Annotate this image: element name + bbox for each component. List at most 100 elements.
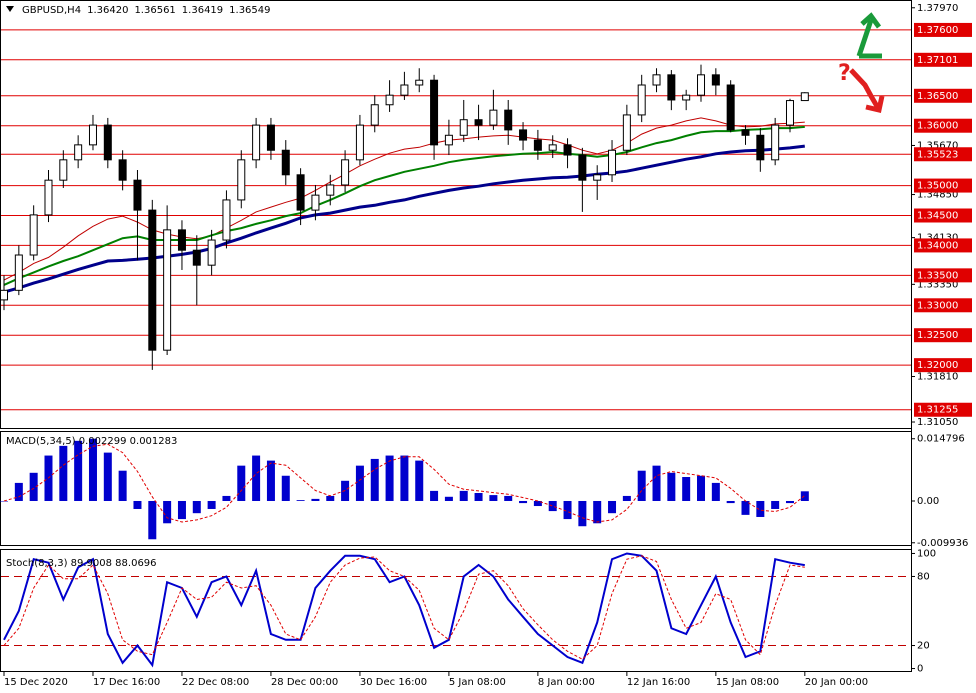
macd-bar bbox=[711, 482, 720, 501]
candle-body bbox=[519, 129, 528, 141]
y-tick-label: 1.31810 bbox=[917, 372, 958, 383]
macd-bar bbox=[697, 475, 706, 501]
candle-body bbox=[785, 100, 794, 126]
candle-body bbox=[608, 149, 617, 176]
candle-body bbox=[800, 92, 809, 102]
x-tick-label: 22 Dec 08:00 bbox=[182, 677, 249, 688]
macd-bar bbox=[103, 452, 112, 501]
macd-bar bbox=[756, 500, 765, 517]
down-arrow-head bbox=[865, 95, 885, 114]
candle-body bbox=[29, 214, 38, 256]
macd-bar bbox=[133, 500, 142, 509]
y-tick-label: 1.33350 bbox=[917, 279, 958, 290]
macd-title: MACD(5,34,5) 0.002299 0.001283 bbox=[6, 436, 177, 447]
ohlc-close: 1.36549 bbox=[229, 5, 270, 16]
down-arrow-shaft bbox=[849, 68, 881, 110]
candle-body bbox=[222, 199, 231, 241]
candle-body bbox=[74, 144, 83, 161]
ohlc-high: 1.36561 bbox=[134, 5, 175, 16]
macd-bar bbox=[252, 455, 261, 501]
ohlc-open: 1.36420 bbox=[87, 5, 128, 16]
macd-bar bbox=[74, 440, 83, 501]
macd-bar bbox=[222, 495, 231, 501]
macd-bar bbox=[800, 491, 809, 501]
candle-body bbox=[697, 74, 706, 96]
macd-bar bbox=[563, 500, 572, 520]
macd-bar bbox=[266, 460, 275, 501]
macd-bar bbox=[14, 482, 23, 501]
candle-body bbox=[385, 94, 394, 106]
macd-bar bbox=[148, 500, 157, 540]
level-label: 1.33500 bbox=[917, 270, 958, 281]
candle-body bbox=[415, 79, 424, 86]
plot-layer: 1.37970 1.35670 1.34850 1.34130 1.33350 1.318… bbox=[0, 3, 972, 688]
menu-triangle bbox=[6, 6, 14, 12]
candle-body bbox=[118, 159, 127, 181]
candle-body bbox=[771, 124, 780, 161]
macd-bar bbox=[504, 495, 513, 501]
candle-body bbox=[474, 119, 483, 126]
x-tick-label: 15 Jan 08:00 bbox=[716, 677, 779, 688]
candle-body bbox=[430, 79, 439, 146]
y-tick-label: 0.014796 bbox=[917, 434, 965, 445]
candle-body bbox=[400, 84, 409, 96]
level-label: 1.34000 bbox=[917, 240, 958, 251]
level-label-box bbox=[914, 22, 972, 37]
candle-body bbox=[148, 209, 157, 351]
level-label: 1.34500 bbox=[917, 210, 958, 221]
candle-body bbox=[103, 124, 112, 161]
level-label-box bbox=[914, 268, 972, 283]
level-label: 1.36500 bbox=[917, 91, 958, 102]
macd-bar bbox=[548, 500, 557, 512]
candle-body bbox=[341, 159, 350, 186]
candle-body bbox=[0, 289, 8, 301]
macd-bar bbox=[741, 500, 750, 515]
candle-body bbox=[504, 109, 513, 131]
x-tick-label: 30 Dec 16:00 bbox=[360, 677, 427, 688]
candle-body bbox=[711, 74, 720, 86]
macd-bar bbox=[118, 470, 127, 501]
macd-bar bbox=[415, 460, 424, 501]
candle-body bbox=[44, 179, 53, 216]
level-label-box bbox=[914, 402, 972, 417]
level-label: 1.33000 bbox=[917, 300, 958, 311]
x-tick-label: 5 Jan 08:00 bbox=[449, 677, 506, 688]
macd-bar bbox=[355, 465, 364, 501]
macd-bar bbox=[771, 500, 780, 509]
candle-body bbox=[741, 129, 750, 136]
candle-body bbox=[59, 159, 68, 181]
macd-bar bbox=[385, 455, 394, 501]
candle-body bbox=[622, 114, 631, 151]
level-label: 1.32500 bbox=[917, 330, 958, 341]
level-label: 1.36000 bbox=[917, 121, 958, 132]
up-arrow bbox=[856, 12, 882, 59]
y-tick-label: 20 bbox=[917, 641, 930, 652]
level-label-box bbox=[914, 208, 972, 223]
level-label: 1.37101 bbox=[917, 55, 958, 66]
candle-body bbox=[281, 149, 290, 176]
macd-bar bbox=[29, 472, 38, 501]
y-tick-label: 1.34130 bbox=[917, 233, 958, 244]
candle-body bbox=[459, 119, 468, 136]
down-arrow bbox=[849, 68, 885, 114]
candle-body bbox=[355, 124, 364, 161]
stoch-title: Stoch(8,3,3) 89.9008 88.0696 bbox=[6, 558, 157, 569]
candle-body bbox=[637, 84, 646, 116]
candle-body bbox=[682, 94, 691, 101]
main-header: GBPUSD,H4 1.36420 1.36561 1.36419 1.36549 bbox=[22, 5, 271, 16]
macd-bar bbox=[444, 496, 453, 501]
candle-body bbox=[652, 74, 661, 86]
macd-bar bbox=[177, 500, 186, 520]
up-arrow-shaft bbox=[856, 19, 874, 57]
candle-body bbox=[533, 139, 542, 151]
x-tick-label: 17 Dec 16:00 bbox=[93, 677, 160, 688]
indicator-line bbox=[3, 552, 805, 668]
macd-bar bbox=[652, 465, 661, 501]
candle-body bbox=[207, 239, 216, 266]
macd-bar bbox=[489, 495, 498, 501]
x-tick-label: 15 Dec 2020 bbox=[4, 677, 68, 688]
candle-body bbox=[444, 134, 453, 146]
macd-bar bbox=[622, 495, 631, 501]
level-label-box bbox=[914, 88, 972, 103]
